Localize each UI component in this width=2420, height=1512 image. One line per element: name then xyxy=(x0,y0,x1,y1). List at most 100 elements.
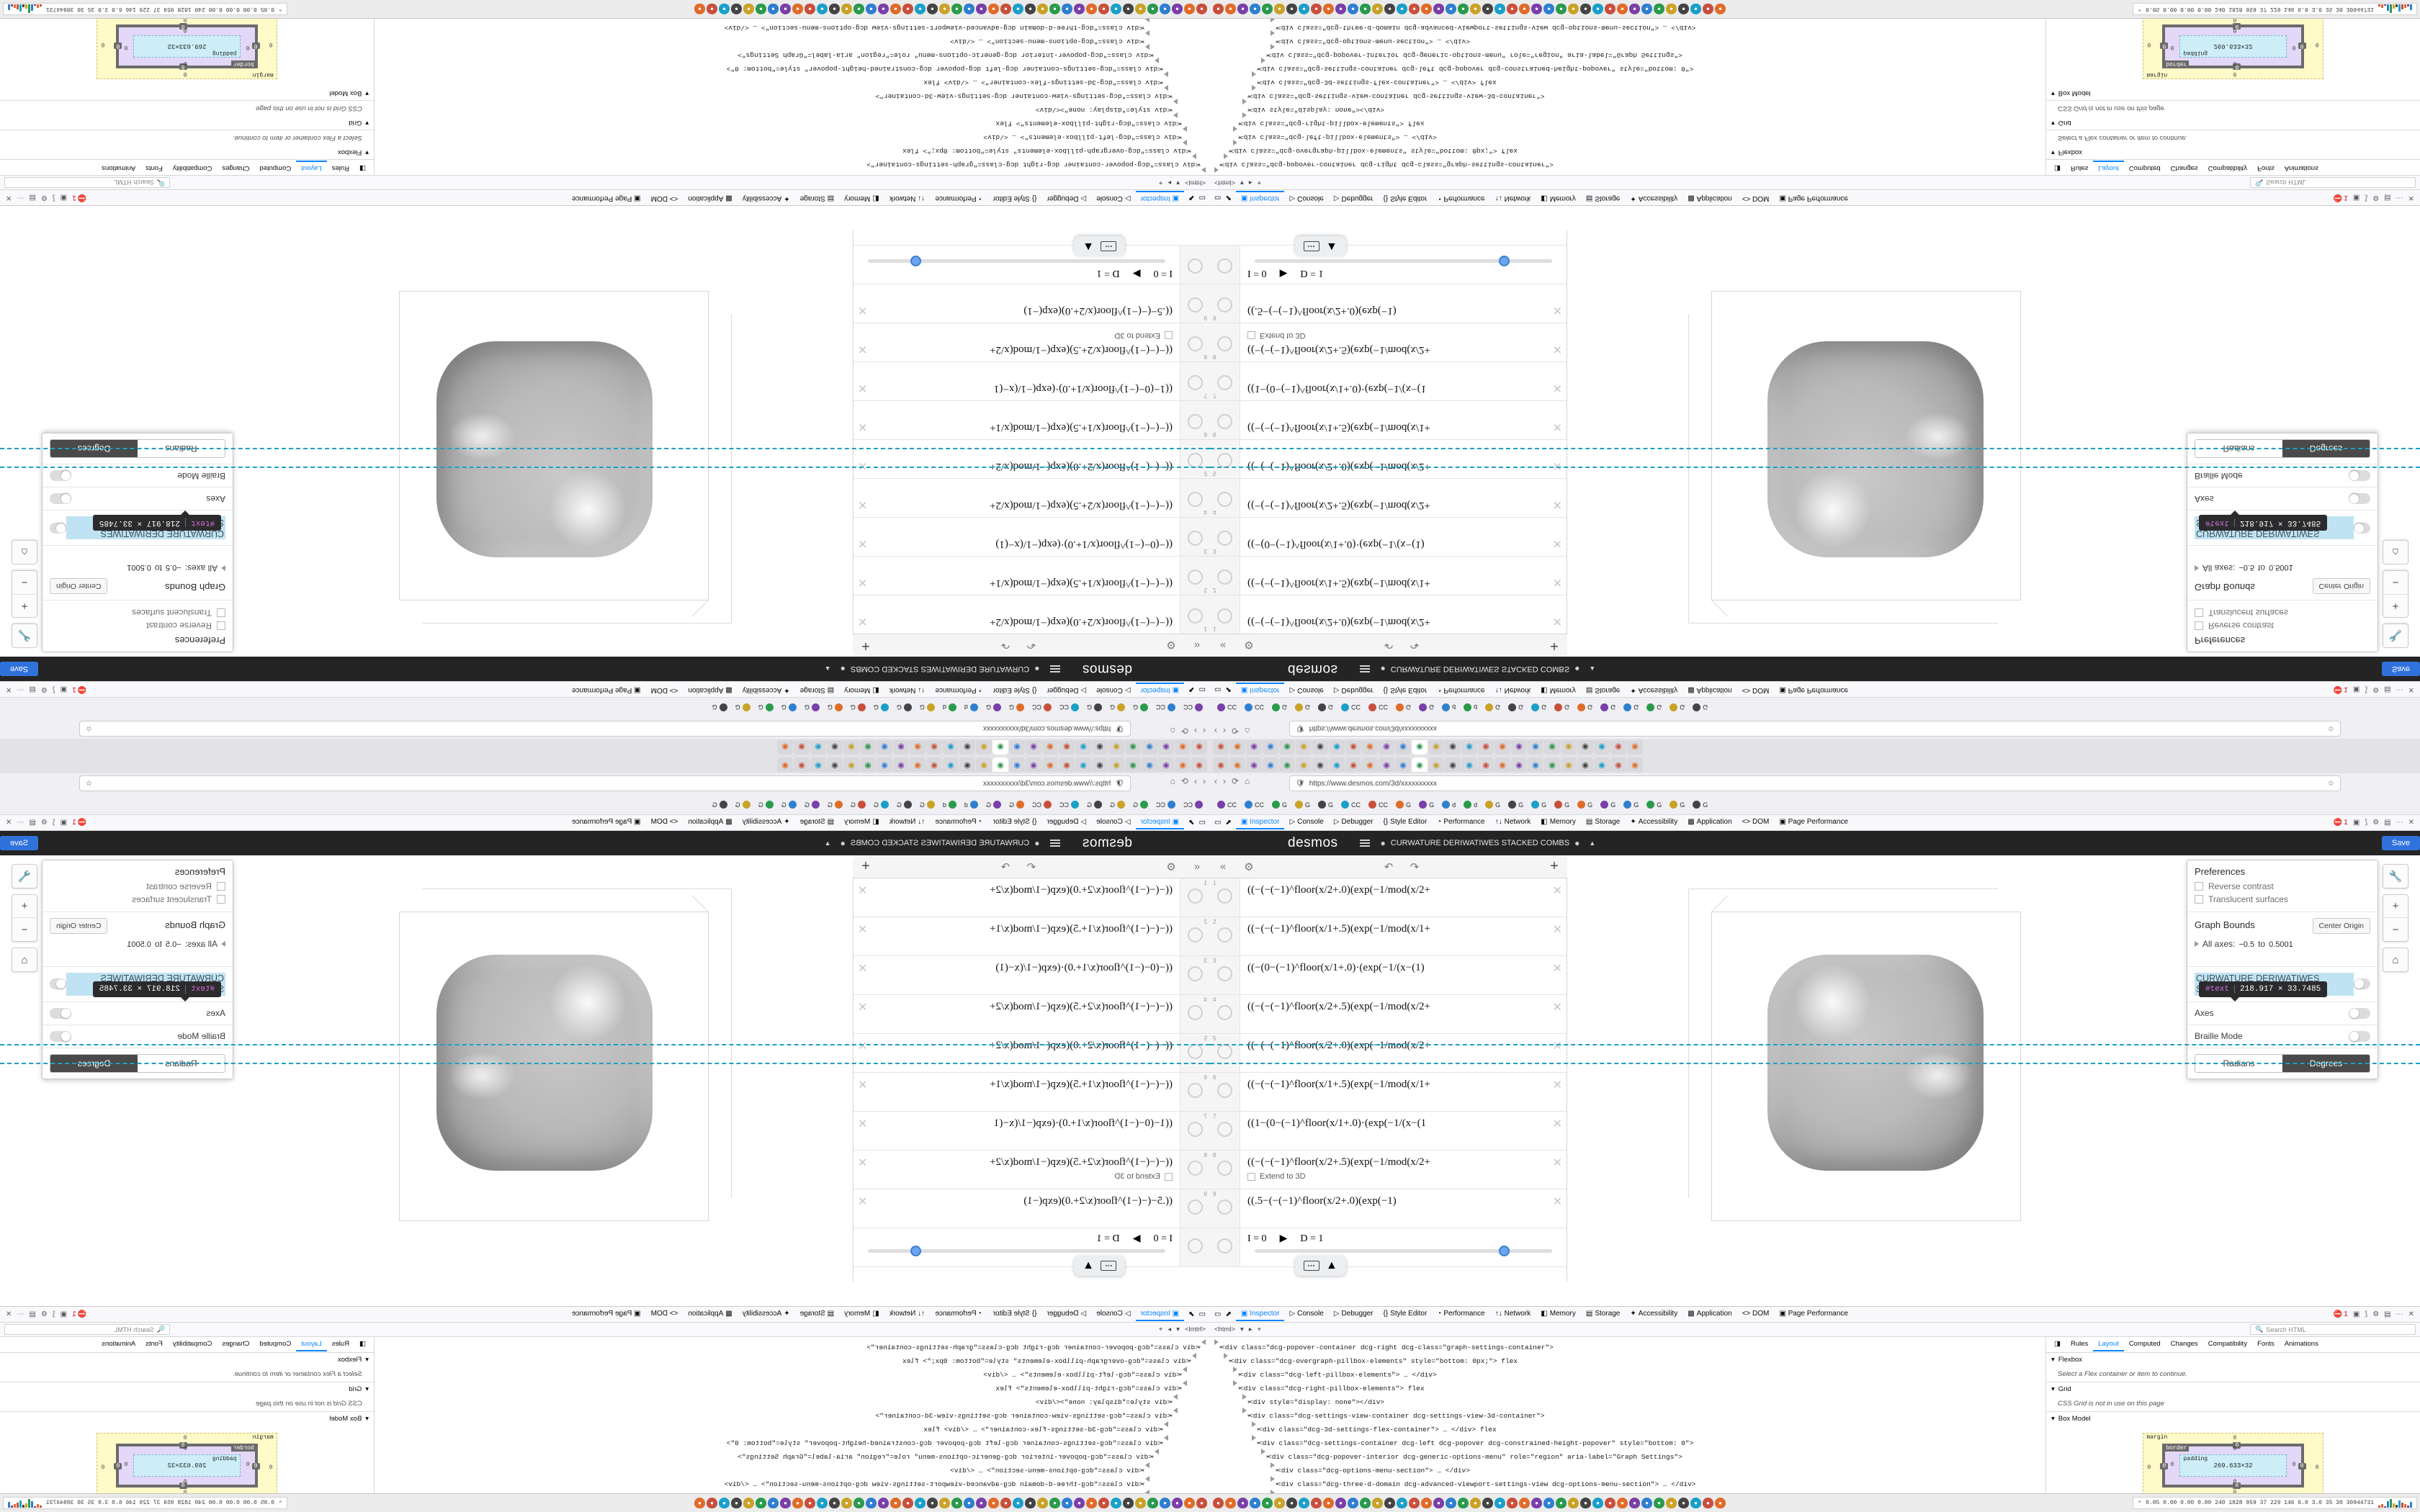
bookmark-item[interactable]: G xyxy=(1315,800,1336,809)
disclosure-triangle-icon[interactable]: ▾ xyxy=(1178,133,1187,145)
devtools-settings-icon[interactable]: ⚙ xyxy=(2372,819,2380,827)
disclosure-triangle-icon[interactable]: ▾ xyxy=(1252,65,1260,77)
chevron-right-icon[interactable] xyxy=(221,565,225,571)
eyedropper-icon[interactable]: ⟆ xyxy=(2365,819,2368,827)
delete-expression-icon[interactable]: ✕ xyxy=(1552,963,1562,975)
taskbar-item[interactable]: ● xyxy=(1286,1498,1297,1508)
browser-tab[interactable]: ◉ xyxy=(1175,740,1191,755)
box-model-content-size[interactable]: 269.633×32 xyxy=(167,1462,207,1470)
save-button[interactable]: Save xyxy=(2381,836,2420,850)
taskbar-item[interactable]: ● xyxy=(1049,4,1060,14)
devtools-tab-storage[interactable]: ▤ Storage xyxy=(795,191,839,204)
taskbar-item[interactable]: ● xyxy=(1123,1498,1134,1508)
taskbar-item[interactable]: ● xyxy=(1250,4,1260,14)
desmos-logo[interactable]: desmos xyxy=(1288,662,1338,677)
axes-min-input[interactable]: −0.5 xyxy=(2238,940,2255,949)
browser-tab[interactable]: ◉ xyxy=(1478,740,1494,755)
browser-tab[interactable]: ◉ xyxy=(959,740,975,755)
bookmark-item[interactable]: d xyxy=(962,800,981,809)
delete-expression-icon[interactable]: ✕ xyxy=(858,537,868,549)
browser-tab[interactable]: ◉ xyxy=(1412,757,1428,772)
browser-tab[interactable]: ◉ xyxy=(1191,757,1207,772)
browser-tab[interactable]: ◉ xyxy=(1246,757,1262,772)
bookmark-item[interactable]: CC xyxy=(1366,703,1391,712)
sidebar-collapse-icon[interactable]: ◨ xyxy=(2054,164,2061,172)
taskbar-item[interactable]: ● xyxy=(1715,1498,1726,1508)
browser-tab[interactable]: ◉ xyxy=(976,757,992,772)
bookmark-item[interactable]: CC xyxy=(1029,703,1054,712)
expression-color-bubble[interactable] xyxy=(1188,1161,1203,1176)
devtools-picker-group[interactable]: ▭ ⬈ xyxy=(1210,819,1236,827)
devtools-tab-page-performance[interactable]: ▣ Page Performance xyxy=(572,1310,641,1318)
sidebar-tab-fonts[interactable]: Fonts xyxy=(145,1340,163,1348)
box-model-content-size[interactable]: 269.633×32 xyxy=(2213,42,2253,50)
taskbar-item[interactable]: ● xyxy=(1274,1498,1285,1508)
markup-line[interactable]: ▾<div class="dcg-three-d-domain dcg-adva… xyxy=(1214,1476,2045,1490)
axes-max-input[interactable]: 0.5001 xyxy=(127,940,151,949)
box-model-border[interactable]: border 0 0 0 0 padding 0 0 0 xyxy=(114,1442,260,1489)
chevron-up-icon[interactable]: ▲ xyxy=(1083,1259,1094,1272)
browser-tab[interactable]: ◉ xyxy=(1445,740,1461,755)
extend-to-3d-row[interactable]: Extend to 3D xyxy=(861,1172,1173,1181)
graph-tools[interactable]: 🔧 + − ⌂ xyxy=(2383,540,2408,648)
expression-row[interactable]: 9 ((.5−(−(−1)^floor(x/2+.0)(exp(−1) ✕ xyxy=(1210,1189,1567,1228)
markup-line[interactable]: ▾<div style="display: none"></div> xyxy=(375,104,1206,118)
expression-tab[interactable]: 9 xyxy=(1180,1189,1210,1228)
sidebar-tab-compatibility[interactable]: Compatibility xyxy=(172,1340,212,1348)
bookmark-item[interactable]: CC xyxy=(1057,703,1082,712)
keyboard-icon[interactable]: ▪▪▪ xyxy=(1304,241,1319,251)
browser-tab[interactable]: ◉ xyxy=(1108,757,1124,772)
back-icon[interactable]: ‹ xyxy=(1214,776,1217,786)
eyedropper-icon[interactable]: ⟆ xyxy=(2365,194,2368,202)
tab-strip[interactable]: ◉ ◉ ◉ ◉ ◉ ◉ ◉ ◉ ◉ ◉ ◉ ◉ ◉ ◉ ◉ ◉ ◉ ◉ ◉ ◉ ◉ ◉ ◉ ◉ ◉ ◉ xyxy=(1210,756,2420,773)
devtools-tab-page-performance[interactable]: ▣ Page Performance xyxy=(572,818,641,826)
padding-top-value[interactable]: 0 xyxy=(2233,60,2237,66)
bookmark-item[interactable]: G xyxy=(1107,800,1128,809)
gear-icon[interactable]: ⚙ xyxy=(1166,860,1176,873)
browser-tab[interactable]: ◉ xyxy=(1428,740,1444,755)
taskbar[interactable]: ● ● ● ● ● ● ● ● ● ● ● ● ● ● ● ● ● ● ● ● ● ● ● ● ● ● ● ● ● ● ● ● ● ● ● ● ● ● ● ●… xyxy=(0,1493,1210,1512)
expression-tab[interactable]: 3 xyxy=(1210,956,1240,994)
expression-body[interactable]: ((1−(0−(−1)^floor(x/1+.0)·(exp(−1/(x−(1 xyxy=(1240,362,1567,400)
sidebar-tab-layout[interactable]: Layout xyxy=(296,161,327,174)
delete-expression-icon[interactable]: ✕ xyxy=(1552,615,1562,627)
taskbar-item[interactable]: ● xyxy=(1715,4,1726,14)
taskbar-item[interactable]: ● xyxy=(829,1498,840,1508)
expression-tab[interactable]: 4 xyxy=(1180,995,1210,1033)
taskbar-item[interactable]: ● xyxy=(988,4,999,14)
taskbar-item[interactable]: ● xyxy=(1348,4,1358,14)
expression-color-bubble[interactable] xyxy=(1188,336,1203,351)
devtools-toolbar-actions[interactable]: ⛔ 1 ▣ ⟆ ⚙ ▤ ⋯ ✕ xyxy=(0,819,86,827)
eyedropper-icon[interactable]: ⟆ xyxy=(52,1310,55,1318)
taskbar-item[interactable]: ● xyxy=(792,1498,803,1508)
bookmark-item[interactable]: G xyxy=(779,800,799,809)
bookmark-item[interactable]: G xyxy=(871,703,892,712)
bookmark-item[interactable]: G xyxy=(756,800,776,809)
taskbar-item[interactable]: ● xyxy=(1531,4,1542,14)
box-model-diagram[interactable]: margin 0 0 0 0 border 0 0 0 0 xyxy=(0,1426,374,1498)
taskbar[interactable]: ● ● ● ● ● ● ● ● ● ● ● ● ● ● ● ● ● ● ● ● ● ● ● ● ● ● ● ● ● ● ● ● ● ● ● ● ● ● ● ●… xyxy=(1210,0,2420,19)
close-devtools-icon[interactable]: ✕ xyxy=(2408,194,2414,202)
delete-expression-icon[interactable]: ✕ xyxy=(1552,1002,1562,1014)
expression-color-bubble[interactable] xyxy=(1188,927,1203,942)
disclosure-triangle-icon[interactable]: ▾ xyxy=(1270,1476,1279,1488)
browser-tab[interactable]: ◉ xyxy=(843,757,859,772)
box-model-margin[interactable]: margin 0 0 0 0 border 0 0 0 0 xyxy=(97,1433,277,1498)
expression-row[interactable]: 9 ((.5−(−(−1)^floor(x/2+.0)(exp(−1) ✕ xyxy=(853,284,1210,323)
sidebar-tab-list[interactable]: ◨ Rules Layout Computed Changes Compatibilit… xyxy=(0,1337,374,1353)
padding-left-value[interactable]: 0 xyxy=(246,1461,250,1468)
slider-knob[interactable] xyxy=(910,1246,922,1256)
disclosure-triangle-icon[interactable]: ▾ xyxy=(1270,1462,1279,1475)
expression-row[interactable]: 1 ((−(−(−1)^floor(x/2+.0)(exp(−1/mod(x/2+… xyxy=(853,878,1210,917)
element-picker-icon[interactable]: ⬈ xyxy=(1225,194,1232,202)
expand-all-icon[interactable]: ▸ xyxy=(1248,1326,1252,1333)
box-model-padding[interactable]: padding 0 0 0 0 269.633×32 xyxy=(2170,1446,2295,1485)
devtools-tab-storage[interactable]: ▤ Storage xyxy=(1581,683,1625,696)
devtools-tab-storage[interactable]: ▤ Storage xyxy=(795,1308,839,1321)
all-axes-row[interactable]: All axes: −0.5 to 0.5001 xyxy=(50,563,225,573)
flexbox-header[interactable]: ▾ Flexbox xyxy=(2046,1353,2420,1367)
sidebar-collapse-icon[interactable]: ◨ xyxy=(359,164,366,172)
expression-tab[interactable]: 3 xyxy=(1180,956,1210,994)
devtools-tab-application[interactable]: ▩ Application xyxy=(683,816,737,829)
bookmark-star-icon[interactable]: ☆ xyxy=(86,779,92,788)
